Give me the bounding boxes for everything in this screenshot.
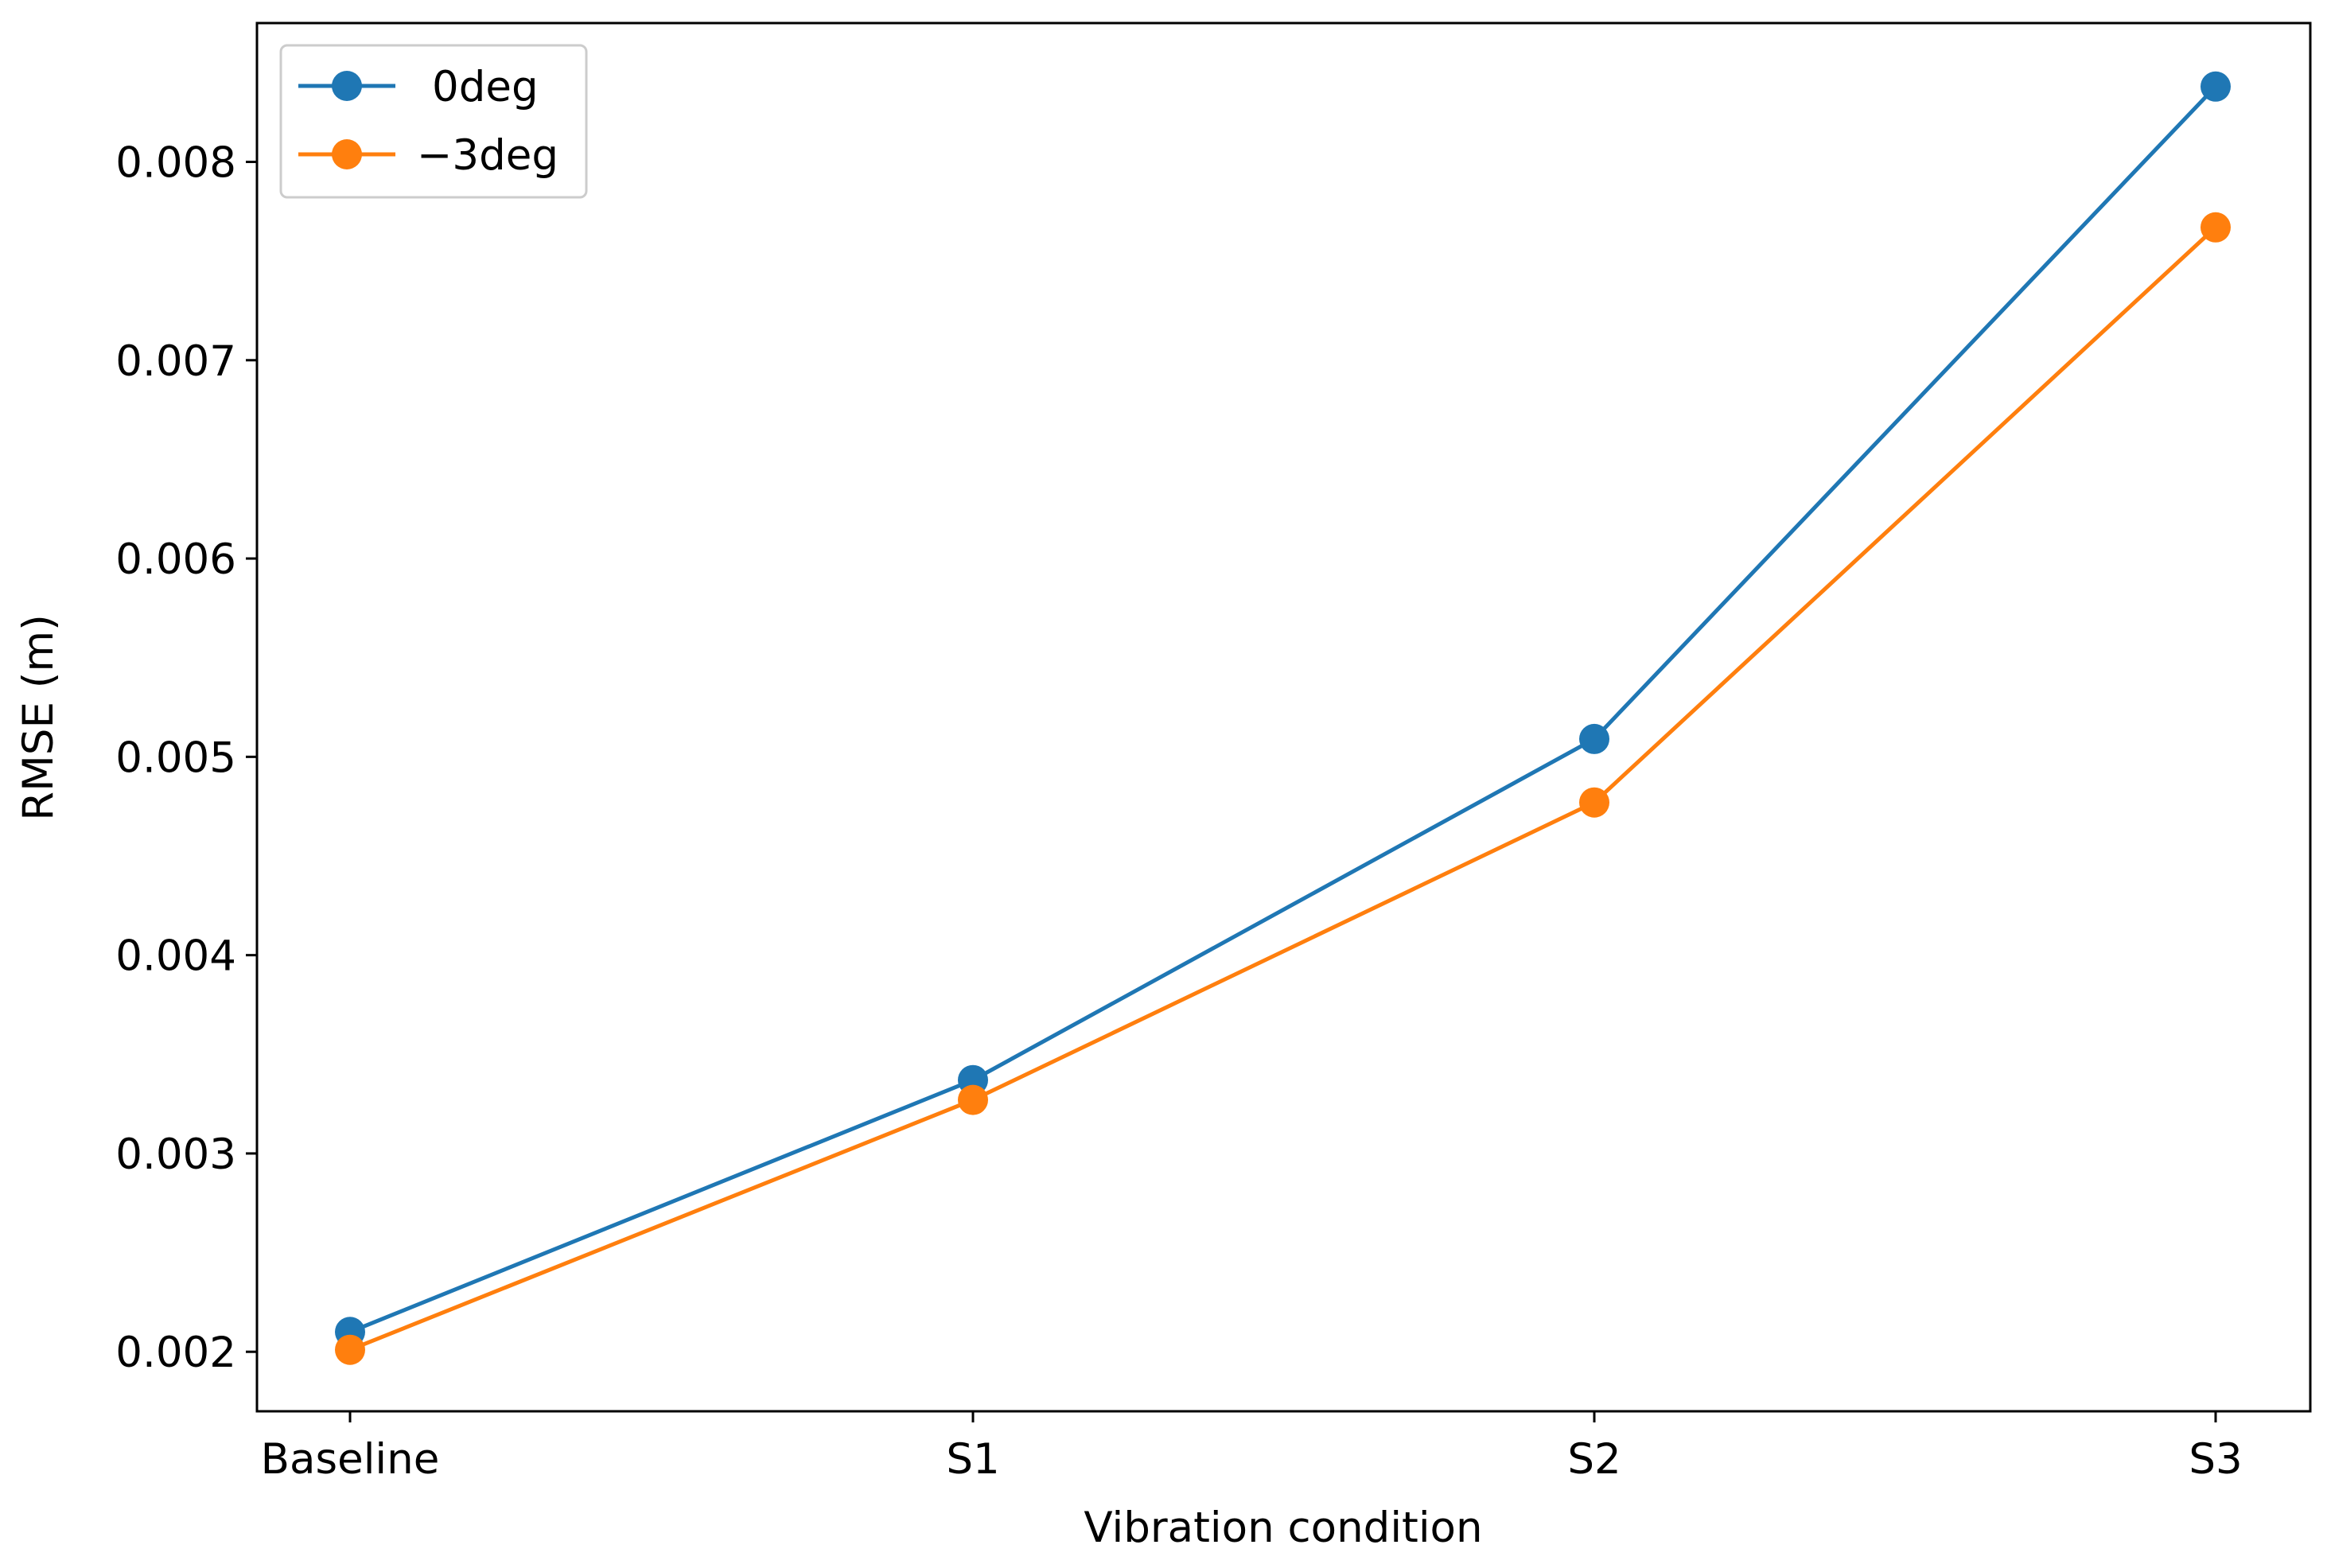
x-tick-label: Baseline xyxy=(261,1435,440,1484)
x-tick-label: S3 xyxy=(2189,1435,2242,1484)
data-point xyxy=(1579,723,1609,754)
series-line-0 xyxy=(349,85,2217,1334)
y-axis: 0.002 0.003 0.004 0.005 0.006 0.007 0.008 xyxy=(115,139,257,1377)
legend: 0deg −3deg xyxy=(279,44,588,199)
y-tick-label: 0.007 xyxy=(115,337,236,386)
x-axis-label: Vibration condition xyxy=(1084,1504,1482,1552)
y-axis-label: RMSE (m) xyxy=(14,614,63,821)
legend-label: 0deg xyxy=(432,63,539,111)
data-point xyxy=(958,1084,988,1115)
y-tick-label: 0.003 xyxy=(115,1130,236,1179)
x-tick-label: S1 xyxy=(946,1435,999,1484)
legend-label: −3deg xyxy=(417,131,558,180)
y-tick-label: 0.006 xyxy=(115,535,236,584)
x-tick-label: S2 xyxy=(1567,1435,1621,1484)
data-point xyxy=(335,1334,365,1365)
y-tick-label: 0.008 xyxy=(115,139,236,188)
data-point xyxy=(1579,787,1609,818)
y-tick-label: 0.002 xyxy=(115,1329,236,1377)
x-axis: Baseline S1 S2 S3 xyxy=(261,1411,2243,1484)
plot-area xyxy=(257,23,2310,1411)
plot-frame xyxy=(255,21,2312,1413)
y-tick-label: 0.004 xyxy=(115,932,236,981)
series-layer xyxy=(335,71,2231,1365)
y-tick-label: 0.005 xyxy=(115,733,236,782)
series-line-1 xyxy=(349,225,2217,1352)
data-point xyxy=(2201,71,2231,102)
legend-marker xyxy=(332,139,362,169)
data-point xyxy=(2201,212,2231,243)
legend-marker xyxy=(332,71,362,101)
